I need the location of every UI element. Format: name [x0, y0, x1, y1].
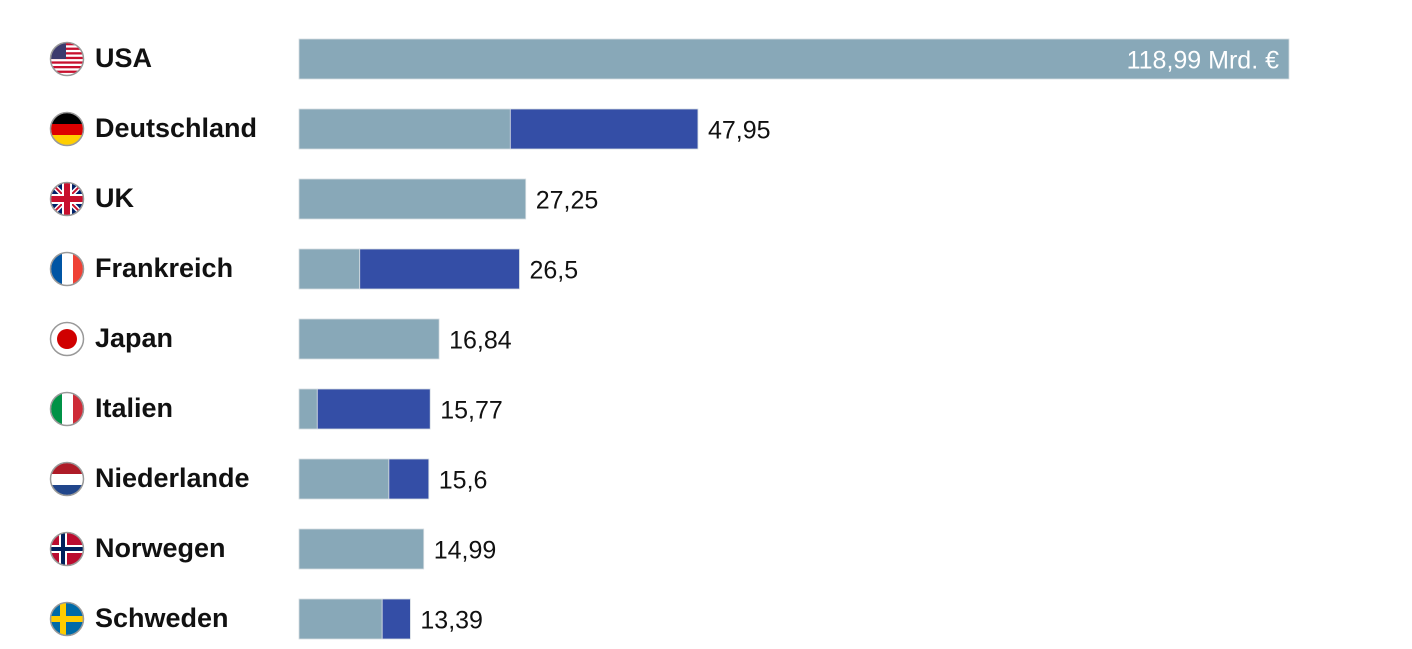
category-label: Italien: [95, 393, 173, 423]
flag-ring: [49, 111, 85, 147]
category-label: Schweden: [95, 603, 229, 633]
category-label: Frankreich: [95, 253, 233, 283]
value-label: 118,99 Mrd. €: [1127, 47, 1280, 75]
value-label: 26,5: [529, 257, 578, 285]
value-label: 47,95: [708, 117, 771, 145]
value-label: 13,39: [420, 607, 483, 635]
category-label: USA: [95, 43, 152, 73]
flag-part: [60, 603, 66, 635]
flag-clip: [51, 183, 83, 215]
category-label: Niederlande: [95, 463, 250, 493]
flag-icon: [49, 321, 85, 357]
bar-segment: [298, 178, 527, 220]
value-label: 27,25: [536, 187, 599, 215]
bar-segment: [298, 248, 361, 290]
flag-part: [51, 52, 83, 55]
flag-part: [51, 463, 83, 474]
bar-segment: [298, 38, 1290, 80]
bar-segment: [298, 108, 511, 150]
flag-part: [51, 61, 83, 64]
bar-segment: [298, 388, 318, 430]
value-label: 15,6: [439, 467, 488, 495]
flag-ring: [49, 41, 85, 77]
flag-ring: [49, 531, 85, 567]
value-label: 15,77: [440, 397, 503, 425]
category-label: Deutschland: [95, 113, 257, 143]
flag-ring: [49, 251, 85, 287]
flag-part: [51, 70, 83, 73]
flag-part: [51, 616, 83, 622]
flag-clip: [51, 393, 83, 425]
bar-segment: [298, 598, 383, 640]
flag-icon: [49, 181, 85, 217]
flag-ring: [49, 181, 85, 217]
bar-segment: [509, 108, 699, 150]
flag-part: [61, 533, 65, 565]
flag-clip: [51, 533, 83, 565]
flag-part: [51, 66, 83, 69]
flag-ring: [49, 461, 85, 497]
flag-part: [73, 393, 83, 425]
bar-segment: [298, 318, 440, 360]
bar-segment: [298, 458, 390, 500]
flag-part: [51, 485, 83, 495]
flag-clip: [51, 113, 83, 145]
flag-clip: [51, 323, 83, 355]
value-label: 14,99: [434, 537, 497, 565]
category-label: Norwegen: [95, 533, 226, 563]
flag-part: [64, 183, 70, 215]
flag-icon: [49, 111, 85, 147]
bar-segment: [316, 388, 431, 430]
flag-part: [57, 329, 77, 349]
bar-segment: [388, 458, 430, 500]
flag-icon: [49, 461, 85, 497]
flag-icon: [49, 391, 85, 427]
flag-icon: [49, 41, 85, 77]
flag-part: [51, 113, 83, 124]
flag-part: [51, 547, 83, 551]
flag-part: [51, 47, 83, 50]
flag-part: [51, 56, 83, 60]
flag-part: [51, 135, 83, 145]
flag-clip: [51, 463, 83, 495]
category-label: Japan: [95, 323, 173, 353]
bar-segment: [381, 598, 411, 640]
flag-part: [51, 253, 62, 285]
flag-part: [51, 393, 62, 425]
bar-segment: [298, 528, 425, 570]
flag-icon: [49, 601, 85, 637]
flag-clip: [51, 603, 83, 635]
flag-part: [73, 253, 83, 285]
category-label: UK: [95, 183, 134, 213]
flag-ring: [49, 391, 85, 427]
flag-ring: [49, 601, 85, 637]
value-label: 16,84: [449, 327, 512, 355]
flag-icon: [49, 251, 85, 287]
flag-part: [51, 43, 83, 46]
flag-icon: [49, 531, 85, 567]
flag-part: [51, 124, 83, 135]
flag-clip: [51, 253, 83, 285]
flag-ring: [49, 321, 85, 357]
bar-segment: [359, 248, 520, 290]
